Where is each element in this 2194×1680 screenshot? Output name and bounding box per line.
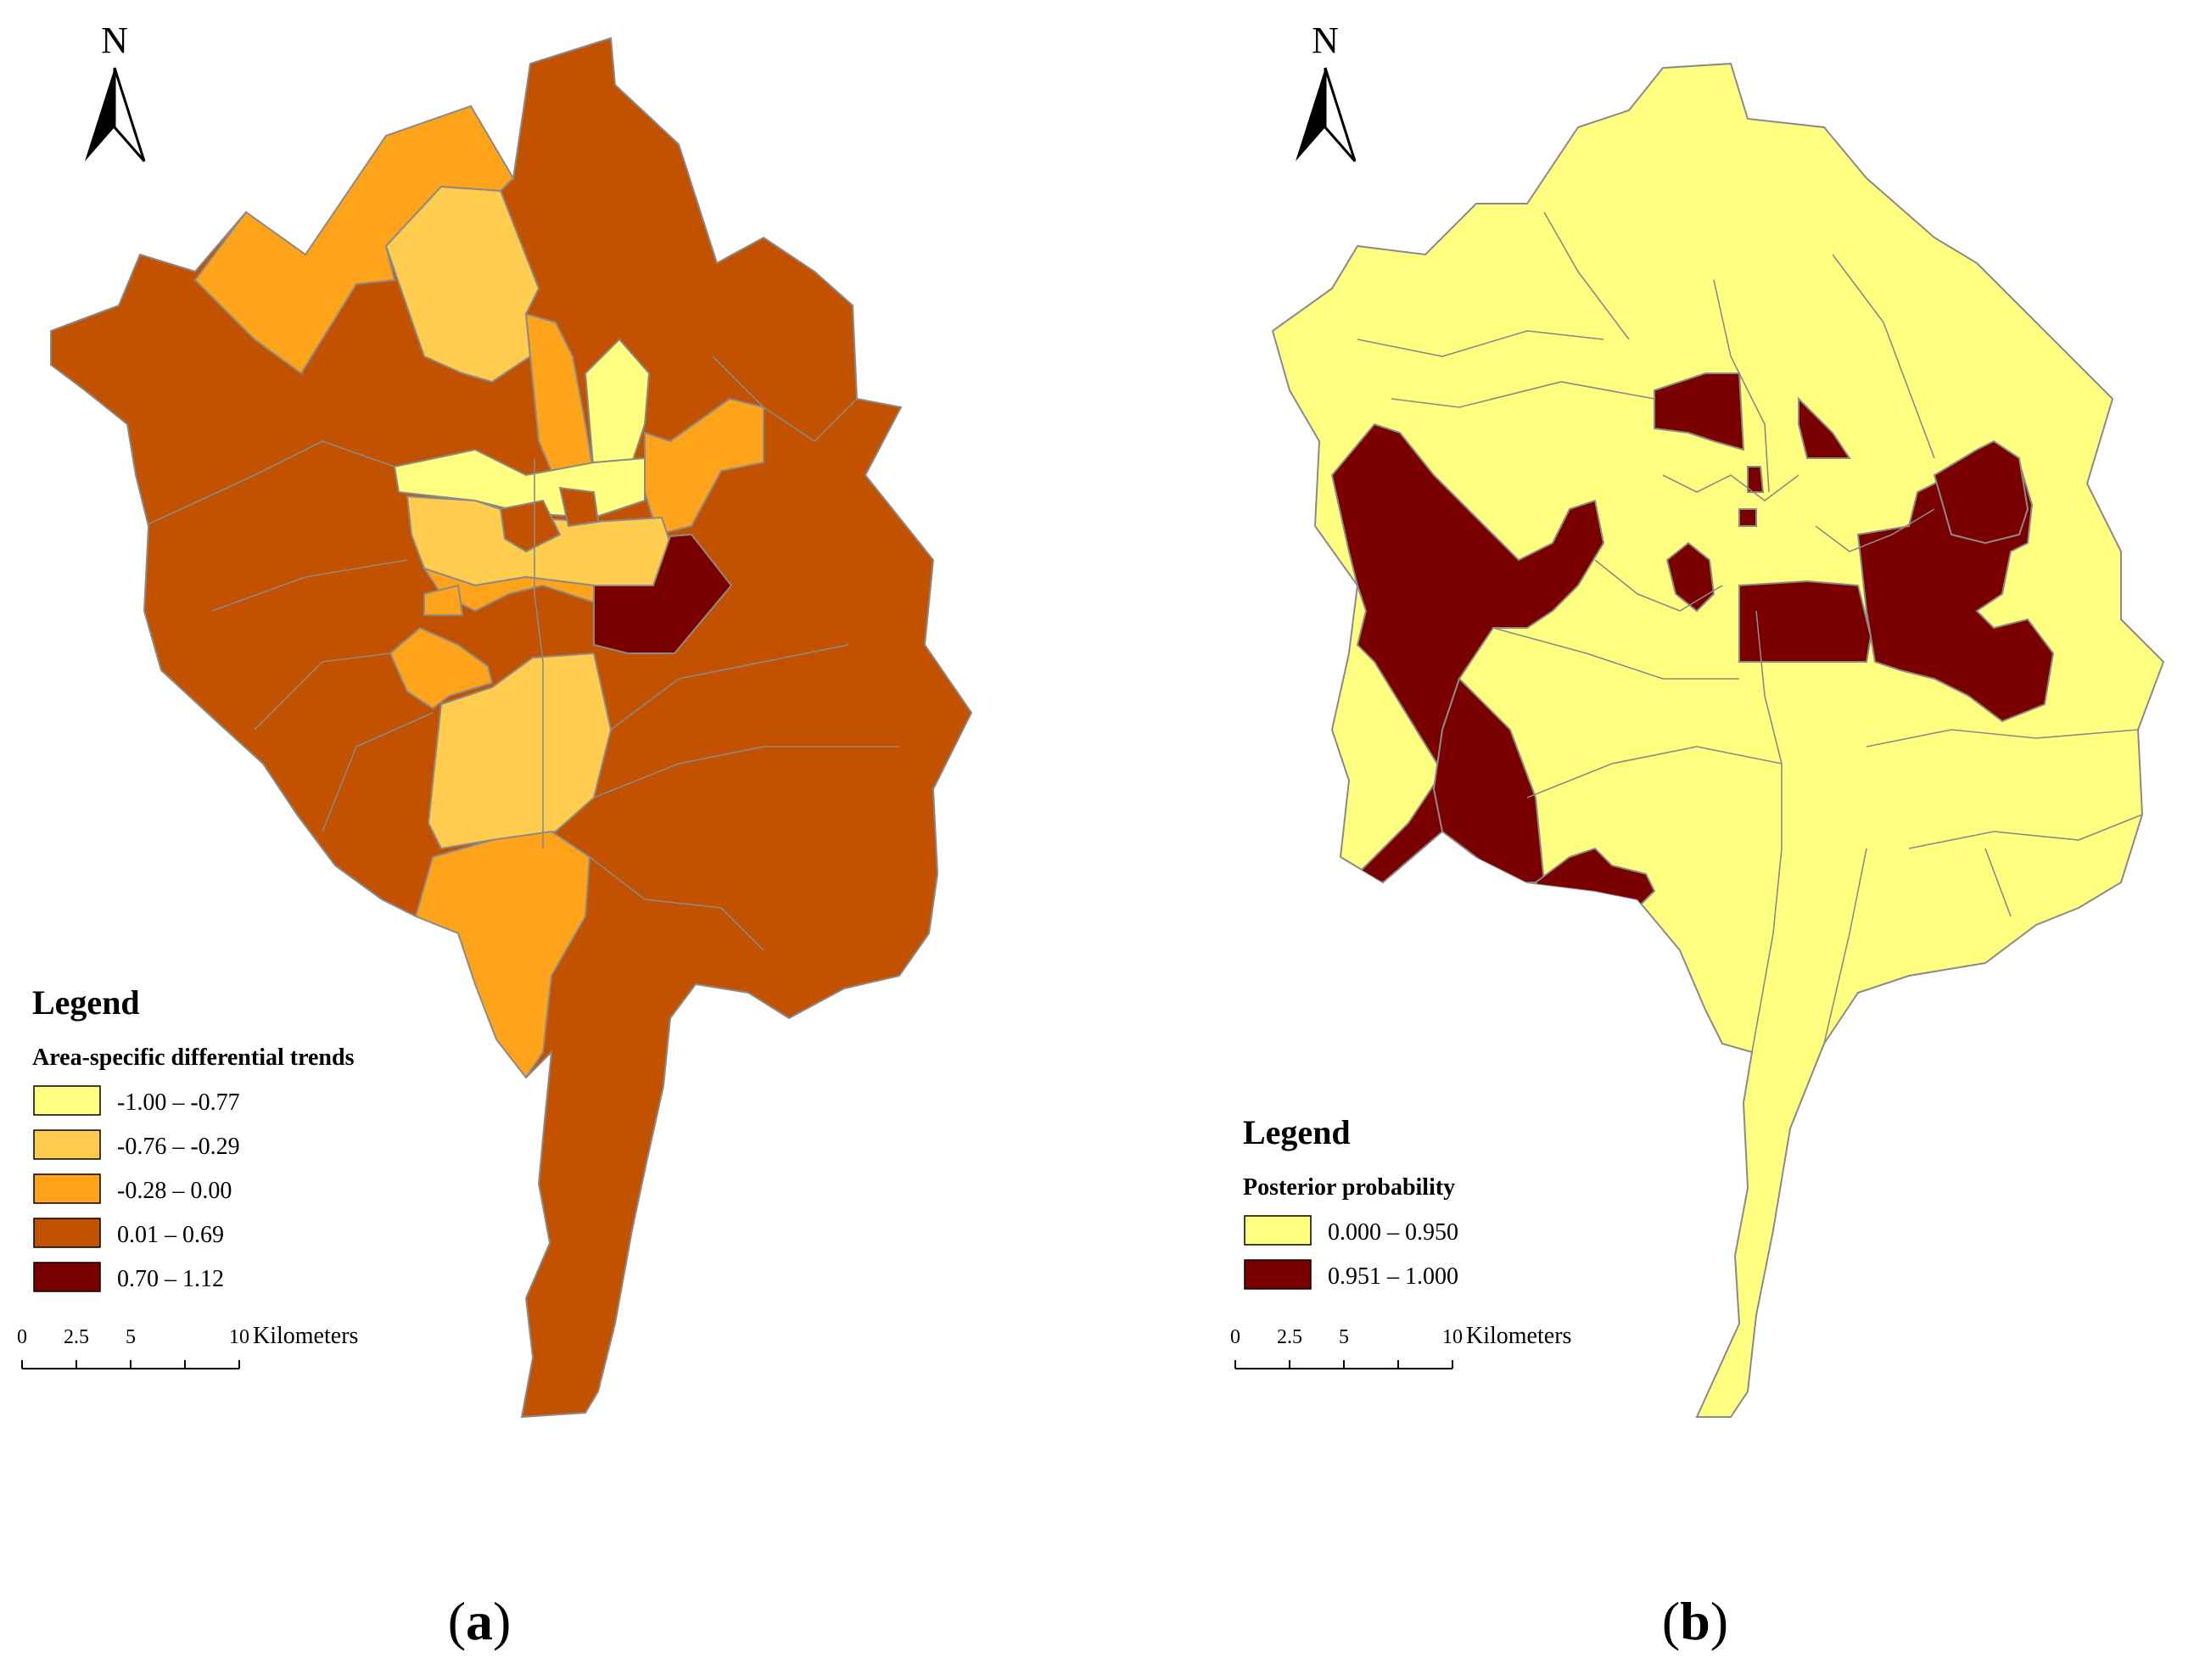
scale-tick-label: 2.5 (64, 1326, 89, 1348)
scale-tick-label: 0 (1230, 1326, 1240, 1348)
north-arrow-icon (1296, 68, 1325, 161)
legend-swatch (33, 1085, 101, 1116)
panel-a-region-w-o (423, 584, 464, 616)
legend-class-label: 0.000 – 0.950 (1328, 1219, 1458, 1246)
scale-tick-label: 10 (229, 1326, 249, 1348)
panel-a-legend-title: Area-specific differential trends (32, 1044, 355, 1071)
panel-b-scale-bar: 0 2.5 5 10 Kilometers (1230, 1323, 1571, 1369)
panel-b-north-label: N (1312, 20, 1339, 61)
panel-b-region-cs (1738, 580, 1872, 663)
panel-b-map (1271, 62, 2165, 1418)
panel-b-legend-title: Posterior probability (1243, 1174, 1455, 1201)
panel-a-region-ne-o (644, 397, 764, 536)
panel-a-caption: (a) (448, 1591, 512, 1651)
panel-b-legend: Legend Posterior probability 0.000 – 0.9… (1243, 1113, 1458, 1290)
legend-swatch (33, 1173, 101, 1204)
panel-b-region-n3 (1747, 466, 1765, 493)
legend-class-label: 0.01 – 0.69 (117, 1222, 224, 1248)
panel-b-region-n1 (1654, 372, 1745, 451)
panel-a-north-arrow: N (85, 20, 146, 162)
svg-text:(a): (a) (448, 1591, 512, 1651)
legend-swatch (33, 1218, 101, 1248)
scale-tick-label: 0 (17, 1326, 27, 1348)
panel-b-caption-letter: b (1680, 1591, 1710, 1651)
legend-swatch (33, 1129, 101, 1160)
panel-b-region-cw (1665, 541, 1715, 613)
scale-tick-label: 2.5 (1277, 1326, 1302, 1348)
panel-a-region-s-o (414, 830, 591, 1079)
panel-b-region-e2 (1933, 440, 2029, 545)
legend-swatch (33, 1262, 101, 1292)
legend-class-label: 0.951 – 1.000 (1328, 1263, 1458, 1290)
panel-a-legend: Legend Area-specific differential trends… (32, 983, 355, 1292)
panel-a-map (50, 36, 973, 1419)
panel-a-legend-heading: Legend (32, 983, 140, 1022)
panel-a-caption-letter: a (466, 1591, 493, 1651)
panel-b-region-n2 (1798, 396, 1851, 459)
panel-a-north-label: N (101, 20, 128, 61)
scale-tick-label: 10 (1442, 1326, 1463, 1348)
scale-tick-label: 5 (126, 1326, 136, 1348)
panel-b-region-n4 (1738, 508, 1757, 527)
panel-a-legend-classes: -1.00 – -0.77 -0.76 – -0.29 -0.28 – 0.00 0.… (33, 1085, 240, 1292)
panel-a-region-c-d1 (499, 499, 562, 553)
panel-b-region-w (1330, 423, 1605, 884)
panel-b-legend-heading: Legend (1243, 1113, 1351, 1151)
legend-class-label: -1.00 – -0.77 (117, 1089, 240, 1116)
panel-b-outline (1271, 62, 2165, 1418)
legend-class-label: -0.76 – -0.29 (117, 1134, 240, 1160)
north-arrow-icon (85, 68, 115, 161)
scale-unit-label: Kilometers (1466, 1323, 1571, 1349)
legend-swatch (1244, 1259, 1312, 1290)
panel-a-region-c-d2 (558, 486, 600, 528)
svg-text:(b): (b) (1662, 1591, 1728, 1651)
scale-tick-label: 5 (1339, 1326, 1349, 1348)
panel-b-legend-classes: 0.000 – 0.950 0.951 – 1.000 (1244, 1215, 1458, 1290)
panel-a-scale-bar: 0 2.5 5 10 Kilometers (17, 1323, 358, 1369)
panel-b-caption: (b) (1662, 1591, 1728, 1651)
legend-swatch (1244, 1215, 1312, 1246)
panel-a-region-e-red (593, 533, 733, 654)
legend-class-label: 0.70 – 1.12 (117, 1266, 224, 1292)
panel-a-region-sw-o (389, 626, 494, 710)
legend-class-label: -0.28 – 0.00 (117, 1178, 232, 1204)
scale-unit-label: Kilometers (253, 1323, 358, 1349)
panel-b-north-arrow: N (1296, 20, 1357, 162)
